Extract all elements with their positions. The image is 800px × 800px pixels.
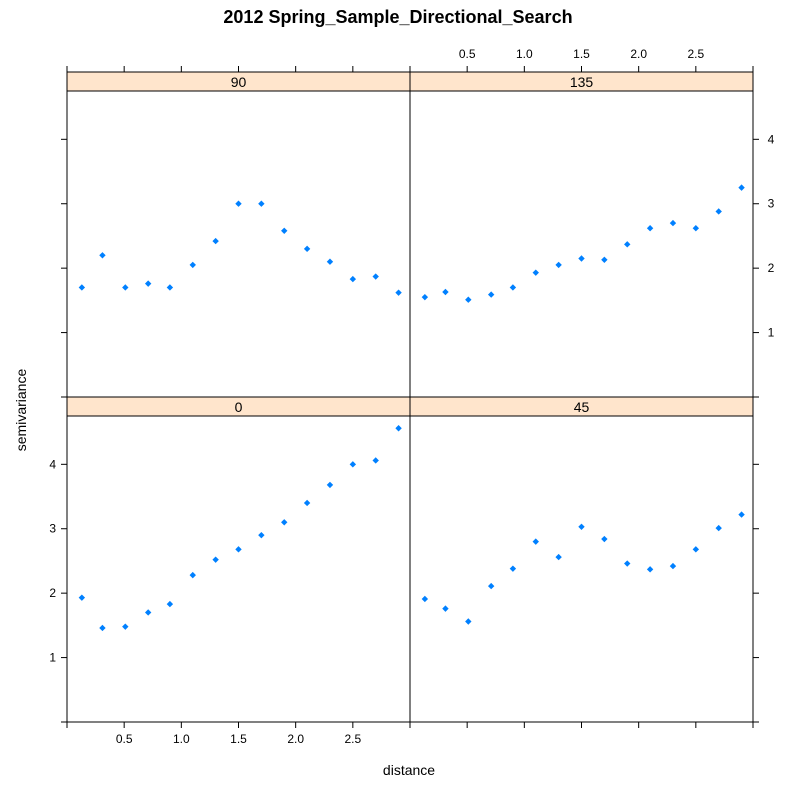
data-point: [624, 241, 630, 247]
data-point: [601, 536, 607, 542]
x-tick-label-bottom: 2.0: [287, 732, 304, 746]
data-point: [190, 262, 196, 268]
data-point: [304, 246, 310, 252]
x-tick-label-bottom: 2.5: [344, 732, 361, 746]
y-tick-label-left: 2: [49, 586, 56, 600]
x-tick-label-top: 0.5: [459, 47, 476, 61]
data-point: [281, 228, 287, 234]
data-point: [395, 289, 401, 295]
data-point: [395, 425, 401, 431]
panel-strip-label: 90: [231, 74, 247, 90]
data-point: [624, 560, 630, 566]
panel-strip-label: 135: [570, 74, 594, 90]
data-point: [235, 546, 241, 552]
data-point: [716, 525, 722, 531]
data-point: [488, 583, 494, 589]
data-point: [327, 482, 333, 488]
y-tick-label-right: 4: [768, 132, 775, 146]
y-tick-label-right: 1: [768, 326, 775, 340]
data-point: [670, 563, 676, 569]
x-axis-label: distance: [383, 762, 435, 778]
y-tick-label-right: 2: [768, 261, 775, 275]
data-point: [190, 572, 196, 578]
panel-strip-label: 45: [574, 399, 590, 415]
x-tick-label-bottom: 1.5: [230, 732, 247, 746]
data-point: [327, 259, 333, 265]
data-point: [555, 554, 561, 560]
data-point: [488, 291, 494, 297]
y-tick-label-right: 3: [768, 197, 775, 211]
data-point: [422, 294, 428, 300]
data-point: [167, 601, 173, 607]
y-tick-label-left: 3: [49, 522, 56, 536]
data-point: [578, 255, 584, 261]
x-tick-label-bottom: 1.0: [173, 732, 190, 746]
data-point: [693, 546, 699, 552]
data-point: [601, 257, 607, 263]
chart-title: 2012 Spring_Sample_Directional_Search: [223, 7, 572, 27]
data-point: [647, 225, 653, 231]
x-tick-label-top: 1.0: [516, 47, 533, 61]
data-point: [258, 201, 264, 207]
y-tick-label-left: 4: [49, 457, 56, 471]
data-point: [422, 596, 428, 602]
data-point: [442, 289, 448, 295]
x-tick-label-top: 2.5: [687, 47, 704, 61]
data-point: [79, 284, 85, 290]
data-point: [79, 594, 85, 600]
y-axis-label: semivariance: [13, 369, 29, 452]
data-point: [693, 225, 699, 231]
data-point: [510, 284, 516, 290]
data-point: [442, 605, 448, 611]
data-point: [145, 609, 151, 615]
data-point: [670, 220, 676, 226]
panel-strip-label: 0: [235, 399, 243, 415]
data-point: [99, 252, 105, 258]
data-point: [304, 500, 310, 506]
data-point: [578, 524, 584, 530]
data-point: [716, 208, 722, 214]
data-point: [555, 262, 561, 268]
data-point: [281, 519, 287, 525]
y-tick-label-left: 1: [49, 651, 56, 665]
data-point: [122, 284, 128, 290]
data-point: [258, 532, 264, 538]
data-point: [465, 618, 471, 624]
data-point: [167, 284, 173, 290]
data-point: [738, 184, 744, 190]
x-tick-label-top: 2.0: [630, 47, 647, 61]
x-tick-label-top: 1.5: [573, 47, 590, 61]
data-point: [738, 511, 744, 517]
plot-layer: 90 135 0 45 0.5 1.0 1.5 2.0 2.5 0.5 1.0 1.5 2.0 2.5 1 1…: [49, 47, 774, 746]
data-point: [99, 625, 105, 631]
x-tick-label-bottom: 0.5: [116, 732, 133, 746]
data-point: [350, 276, 356, 282]
data-point: [122, 623, 128, 629]
data-point: [373, 273, 379, 279]
data-point: [373, 457, 379, 463]
data-point: [510, 565, 516, 571]
data-point: [533, 269, 539, 275]
data-point: [212, 238, 218, 244]
data-point: [533, 538, 539, 544]
data-point: [145, 280, 151, 286]
data-point: [212, 556, 218, 562]
data-point: [647, 566, 653, 572]
data-point: [465, 297, 471, 303]
data-point: [350, 461, 356, 467]
data-point: [235, 201, 241, 207]
